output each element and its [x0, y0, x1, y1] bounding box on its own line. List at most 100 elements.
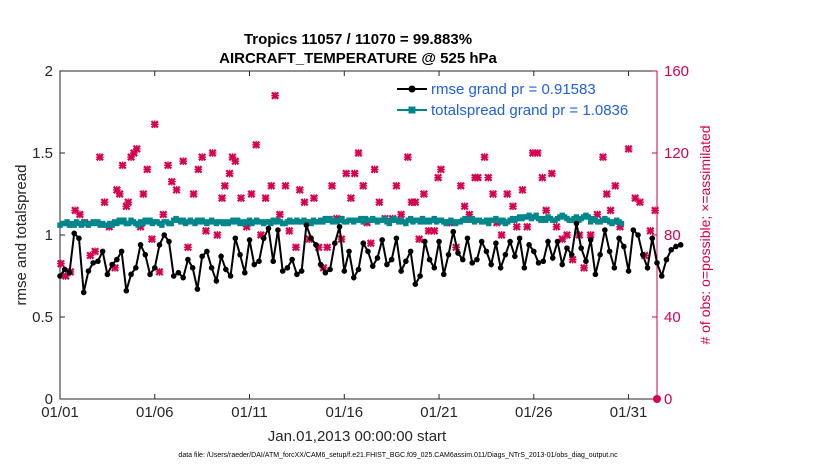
obs-count-marker: [523, 222, 532, 231]
rmse-point: [535, 260, 542, 266]
obs-count-marker: [599, 153, 607, 162]
rmse-point: [545, 238, 551, 245]
rmse-point: [450, 228, 457, 235]
x-tick-label: 01/11: [231, 404, 267, 421]
legend-rmse-marker: [408, 85, 416, 93]
obs-count-marker: [646, 226, 655, 235]
rmse-point: [474, 256, 480, 263]
obs-count-marker: [143, 165, 152, 174]
rmse-point: [578, 245, 584, 251]
rmse-point: [180, 274, 186, 281]
obs-count-marker: [611, 181, 620, 190]
obs-count-marker: [547, 169, 556, 178]
rmse-point: [478, 238, 485, 245]
obs-count-marker: [542, 206, 551, 215]
rmse-point: [308, 235, 314, 242]
rmse-point: [621, 243, 627, 250]
rmse-point: [223, 266, 229, 273]
totalspread-point: [533, 212, 539, 219]
rmse-point: [521, 265, 528, 271]
legend: rmse grand pr = 0.91583 totalspread gran…: [392, 77, 647, 121]
rmse-point: [85, 268, 92, 274]
obs-count-marker: [419, 190, 428, 198]
obs-count-marker: [415, 235, 424, 244]
rmse-point: [90, 260, 96, 266]
rmse-point: [350, 274, 357, 281]
totalspread-point: [268, 220, 274, 227]
obs-count-marker: [434, 173, 443, 182]
rmse-point: [403, 258, 409, 265]
obs-count-marker: [370, 165, 379, 174]
y-right-tick-label: 80: [664, 227, 681, 244]
rmse-point: [592, 271, 599, 278]
obs-count-marker: [651, 206, 660, 215]
totalspread-point: [95, 219, 101, 225]
legend-spread-marker: [408, 106, 416, 114]
rmse-point: [393, 235, 400, 242]
rmse-point: [313, 242, 319, 248]
rmse-point: [469, 260, 476, 266]
rmse-point: [76, 235, 82, 242]
rmse-point: [241, 269, 248, 276]
totalspread-point: [526, 212, 532, 219]
obs-count-marker: [430, 226, 439, 235]
rmse-point: [649, 235, 656, 242]
totalspread-point: [308, 220, 314, 227]
rmse-point: [611, 265, 618, 271]
totalspread-point: [358, 215, 364, 222]
obs-count-marker: [484, 173, 493, 182]
rmse-point: [208, 265, 215, 271]
totalspread-point: [192, 220, 198, 227]
rmse-point: [583, 258, 589, 265]
rmse-point: [369, 263, 376, 269]
obs-count-marker: [562, 231, 571, 239]
obs-count-marker: [220, 181, 229, 190]
rmse-point: [227, 273, 234, 279]
chart-title-line1: Tropics 11057 / 11070 = 99.883%: [244, 31, 472, 48]
obs-count-marker: [635, 198, 644, 207]
totalspread-point: [542, 217, 549, 223]
rmse-point: [260, 235, 267, 242]
obs-count-marker: [473, 173, 482, 182]
obs-count-marker: [155, 267, 164, 276]
obs-count-marker: [132, 144, 141, 153]
obs-count-marker: [309, 194, 318, 203]
footer-data-file: data file: /Users/raeder/DAI/ATM_forcXX/…: [178, 452, 618, 459]
totalspread-point: [234, 217, 241, 223]
obs-count-marker: [91, 247, 100, 256]
totalspread-point: [483, 217, 490, 223]
obs-count-marker: [354, 149, 363, 157]
rmse-point: [384, 261, 390, 268]
rmse-point: [265, 225, 272, 232]
rmse-point: [554, 238, 561, 245]
obs-count-marker: [198, 153, 207, 162]
y-left-tick-label: 0.5: [32, 309, 53, 326]
rmse-point: [426, 256, 433, 263]
data-series: [56, 79, 684, 403]
obs-count-marker: [252, 140, 261, 149]
rmse-point: [151, 265, 158, 271]
totalspread-point: [587, 219, 594, 225]
totalspread-point: [71, 222, 77, 228]
rmse-point: [289, 256, 295, 263]
rmse-point: [422, 238, 428, 245]
rmse-point: [597, 251, 603, 258]
obs-count-marker: [392, 181, 401, 190]
rmse-point: [355, 266, 362, 273]
rmse-point: [654, 260, 660, 266]
rmse-point: [436, 238, 442, 245]
rmse-point: [464, 235, 471, 242]
y-left-tick-label: 1.5: [32, 145, 53, 162]
x-tick-label: 01/26: [515, 404, 553, 421]
obs-count-marker: [285, 226, 294, 235]
rmse-point: [284, 265, 291, 271]
totalspread-point: [469, 215, 475, 222]
x-tick-label: 01/01: [41, 404, 79, 421]
totalspread-point: [417, 219, 423, 225]
obs-count-marker: [436, 165, 445, 174]
obs-count-marker: [56, 259, 65, 268]
rmse-point: [104, 271, 111, 278]
totalspread-point: [486, 220, 492, 227]
obs-count-marker: [538, 173, 547, 182]
rmse-point: [57, 273, 63, 279]
